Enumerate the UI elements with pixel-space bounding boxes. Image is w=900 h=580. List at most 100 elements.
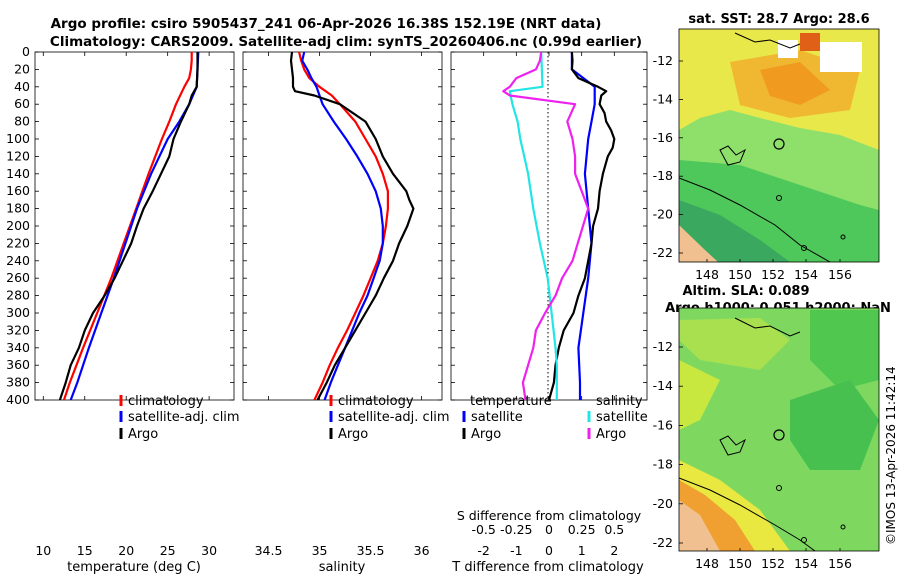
difference-legend-temperature: temperature satellite Argo — [462, 394, 552, 442]
legend-satellite: satellite-adj. clim — [128, 410, 240, 425]
legend-satellite: satellite-adj. clim — [338, 410, 450, 425]
difference-x-tick-labels: -2 -1 0 1 2 — [477, 543, 618, 558]
series-line-salinity-argo — [502, 52, 590, 400]
salinity-axes — [242, 51, 443, 401]
temperature-x-label: temperature (deg C) — [67, 560, 201, 575]
depth-tick-label: 20 — [14, 61, 30, 76]
legend-title-salinity: salinity — [596, 394, 643, 409]
legend-s-argo: Argo — [596, 427, 626, 442]
side-stamp: ©IMOS 13-Apr-2026 11:42:14 — [884, 366, 898, 545]
series-line-argo — [289, 52, 415, 400]
series-line-climatology — [62, 52, 193, 400]
legend-title-temperature: temperature — [470, 394, 552, 409]
depth-tick-label: 80 — [14, 114, 30, 129]
salinity-diff-tick-labels: -0.5 -0.25 0 0.25 0.5 — [471, 522, 624, 537]
x-tick-label: -2 — [477, 543, 489, 558]
legend-t-argo: Argo — [471, 427, 501, 442]
s-diff-tick-label: -0.5 — [471, 522, 495, 537]
map-lon-label: 156 — [828, 556, 852, 571]
series-line-argo — [58, 52, 199, 400]
series-line-climatology — [298, 52, 389, 400]
x-tick-label: 34.5 — [255, 543, 283, 558]
depth-tick-label: 300 — [6, 305, 30, 320]
legend-s-satellite: satellite — [596, 410, 648, 425]
depth-tick-label: 200 — [6, 218, 30, 233]
depth-tick-label: 0 — [22, 44, 30, 59]
map-lon-label: 152 — [761, 267, 785, 282]
t-difference-x-label: T difference from climatology — [451, 560, 644, 575]
depth-tick-label: 140 — [6, 166, 30, 181]
map-lon-label: 150 — [728, 267, 752, 282]
depth-tick-label: 100 — [6, 131, 30, 146]
figure-title-line1: Argo profile: csiro 5905437_241 06-Apr-2… — [51, 16, 602, 32]
figure-title-line2: Climatology: CARS2009. Satellite-adj cli… — [50, 34, 642, 50]
map-lat-label: -16 — [653, 130, 673, 145]
sst-map-ticks: 148 150 152 154 156 -12 -14 -16 -18 -20 -22 — [653, 53, 852, 282]
x-tick-label: -1 — [510, 543, 522, 558]
x-tick-label: 10 — [35, 543, 51, 558]
x-tick-label: 25 — [160, 543, 176, 558]
map-lon-label: 154 — [794, 556, 818, 571]
x-tick-label: 35.5 — [357, 543, 385, 558]
temperature-axes — [34, 51, 235, 401]
series-line-satellite-adj-clim — [69, 52, 200, 400]
temperature-legend: climatology satellite-adj. clim Argo — [119, 394, 240, 442]
depth-tick-label: 360 — [6, 357, 30, 372]
map-lat-label: -20 — [653, 496, 673, 511]
salinity-x-label: salinity — [319, 560, 366, 575]
map-lon-label: 152 — [761, 556, 785, 571]
series-line-temperature-satellite — [570, 52, 596, 400]
sst-map-title: sat. SST: 28.7 Argo: 28.6 — [688, 12, 869, 27]
legend-climatology: climatology — [128, 394, 204, 409]
x-tick-label: 35 — [312, 543, 328, 558]
series-line-salinity-satellite — [508, 52, 558, 400]
sla-map — [679, 308, 879, 551]
depth-tick-label: 280 — [6, 288, 30, 303]
map-lon-label: 148 — [695, 556, 719, 571]
map-lat-label: -18 — [653, 457, 673, 472]
map-lat-label: -22 — [653, 245, 673, 260]
x-tick-label: 0 — [545, 543, 553, 558]
map-lon-label: 148 — [695, 267, 719, 282]
map-lat-label: -18 — [653, 168, 673, 183]
difference-legend-salinity: salinity satellite Argo — [587, 394, 648, 442]
sst-map — [679, 29, 879, 262]
series-line-satellite-adj-clim — [301, 52, 384, 400]
legend-argo: Argo — [338, 427, 368, 442]
map-lat-label: -14 — [653, 91, 673, 106]
legend-climatology: climatology — [338, 394, 414, 409]
depth-tick-label: 220 — [6, 235, 30, 250]
x-tick-label: 2 — [610, 543, 618, 558]
depth-tick-labels: 0 20 40 60 80 100 120 140 160 180 200 220 240 260 280 3… — [6, 44, 30, 407]
map-lat-label: -14 — [653, 378, 673, 393]
depth-tick-label: 320 — [6, 322, 30, 337]
argo-position-marker — [773, 138, 785, 150]
depth-tick-label: 240 — [6, 253, 30, 268]
temperature-plot — [58, 52, 200, 400]
s-diff-tick-label: 0.5 — [604, 522, 624, 537]
map-lon-label: 154 — [794, 267, 818, 282]
s-diff-tick-label: 0 — [545, 522, 553, 537]
salinity-plot — [289, 52, 415, 400]
argo-position-marker — [773, 429, 785, 441]
depth-tick-label: 160 — [6, 183, 30, 198]
map-lat-label: -12 — [653, 53, 673, 68]
salinity-legend: climatology satellite-adj. clim Argo — [329, 394, 450, 442]
map-lon-label: 150 — [728, 556, 752, 571]
x-tick-label: 15 — [77, 543, 93, 558]
x-tick-label: 36 — [414, 543, 430, 558]
s-diff-tick-label: -0.25 — [500, 522, 532, 537]
map-lon-label: 156 — [828, 267, 852, 282]
x-tick-label: 20 — [118, 543, 134, 558]
difference-plot — [502, 52, 616, 400]
s-difference-label: S difference from climatology — [457, 508, 642, 523]
x-tick-label: 30 — [201, 543, 217, 558]
map-lat-label: -22 — [653, 535, 673, 550]
map-lat-label: -16 — [653, 417, 673, 432]
map-lat-label: -20 — [653, 207, 673, 222]
depth-tick-label: 60 — [14, 96, 30, 111]
temperature-x-tick-labels: 10 15 20 25 30 — [35, 543, 217, 558]
salinity-x-tick-labels: 34.5 35 35.5 36 — [255, 543, 430, 558]
sla-map-title: Altim. SLA: 0.089 — [683, 284, 810, 299]
